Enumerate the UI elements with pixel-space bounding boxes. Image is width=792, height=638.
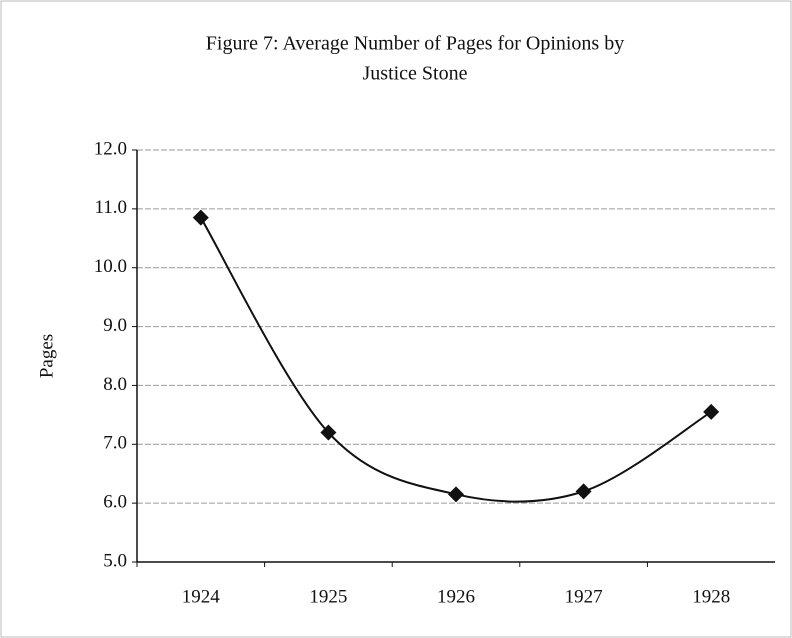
x-tick-label: 1926 [437,586,475,607]
x-tick-label: 1928 [692,586,730,607]
marker [192,209,209,226]
y-tick-label: 10.0 [94,256,127,277]
marker [320,424,337,441]
marker [575,483,592,500]
marker [448,486,464,503]
x-tick-label: 1927 [565,586,603,607]
y-tick-label: 12.0 [94,138,127,159]
y-tick-label: 11.0 [94,197,127,218]
y-tick-label: 7.0 [103,433,127,454]
chart-title: Figure 7: Average Number of Pages for Op… [206,33,624,55]
marker [703,403,720,420]
y-tick-label: 5.0 [103,550,127,571]
x-tick-label: 1924 [182,586,221,607]
y-tick-label: 9.0 [103,315,127,336]
x-tick-label: 1925 [309,586,347,607]
line [199,217,712,503]
y-tick-label: 8.0 [103,374,127,395]
y-tick-label: 6.0 [103,492,127,513]
chart-title: Justice Stone [363,63,468,85]
y-axis-label: Pages [36,334,57,378]
